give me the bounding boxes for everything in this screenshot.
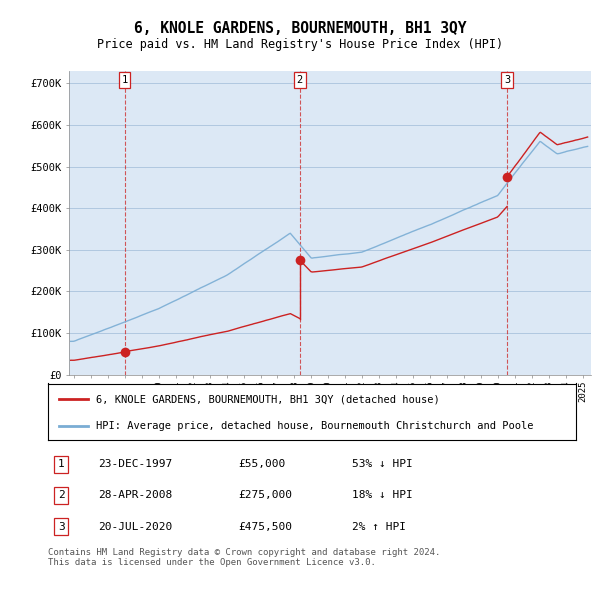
Text: 2: 2 <box>58 490 65 500</box>
Text: 1: 1 <box>58 460 65 469</box>
Text: 1: 1 <box>121 75 128 85</box>
Text: £275,000: £275,000 <box>238 490 292 500</box>
Text: Price paid vs. HM Land Registry's House Price Index (HPI): Price paid vs. HM Land Registry's House … <box>97 38 503 51</box>
Text: 3: 3 <box>504 75 510 85</box>
Text: 20-JUL-2020: 20-JUL-2020 <box>98 522 172 532</box>
Text: 3: 3 <box>58 522 65 532</box>
Text: 2% ↑ HPI: 2% ↑ HPI <box>352 522 406 532</box>
Text: £475,500: £475,500 <box>238 522 292 532</box>
Text: 6, KNOLE GARDENS, BOURNEMOUTH, BH1 3QY (detached house): 6, KNOLE GARDENS, BOURNEMOUTH, BH1 3QY (… <box>95 394 439 404</box>
Text: 6, KNOLE GARDENS, BOURNEMOUTH, BH1 3QY: 6, KNOLE GARDENS, BOURNEMOUTH, BH1 3QY <box>134 21 466 36</box>
Text: 28-APR-2008: 28-APR-2008 <box>98 490 172 500</box>
Text: 23-DEC-1997: 23-DEC-1997 <box>98 460 172 469</box>
Text: £55,000: £55,000 <box>238 460 286 469</box>
Text: 18% ↓ HPI: 18% ↓ HPI <box>352 490 412 500</box>
Text: 2: 2 <box>297 75 303 85</box>
Text: 53% ↓ HPI: 53% ↓ HPI <box>352 460 412 469</box>
Text: Contains HM Land Registry data © Crown copyright and database right 2024.
This d: Contains HM Land Registry data © Crown c… <box>48 548 440 567</box>
Text: HPI: Average price, detached house, Bournemouth Christchurch and Poole: HPI: Average price, detached house, Bour… <box>95 421 533 431</box>
